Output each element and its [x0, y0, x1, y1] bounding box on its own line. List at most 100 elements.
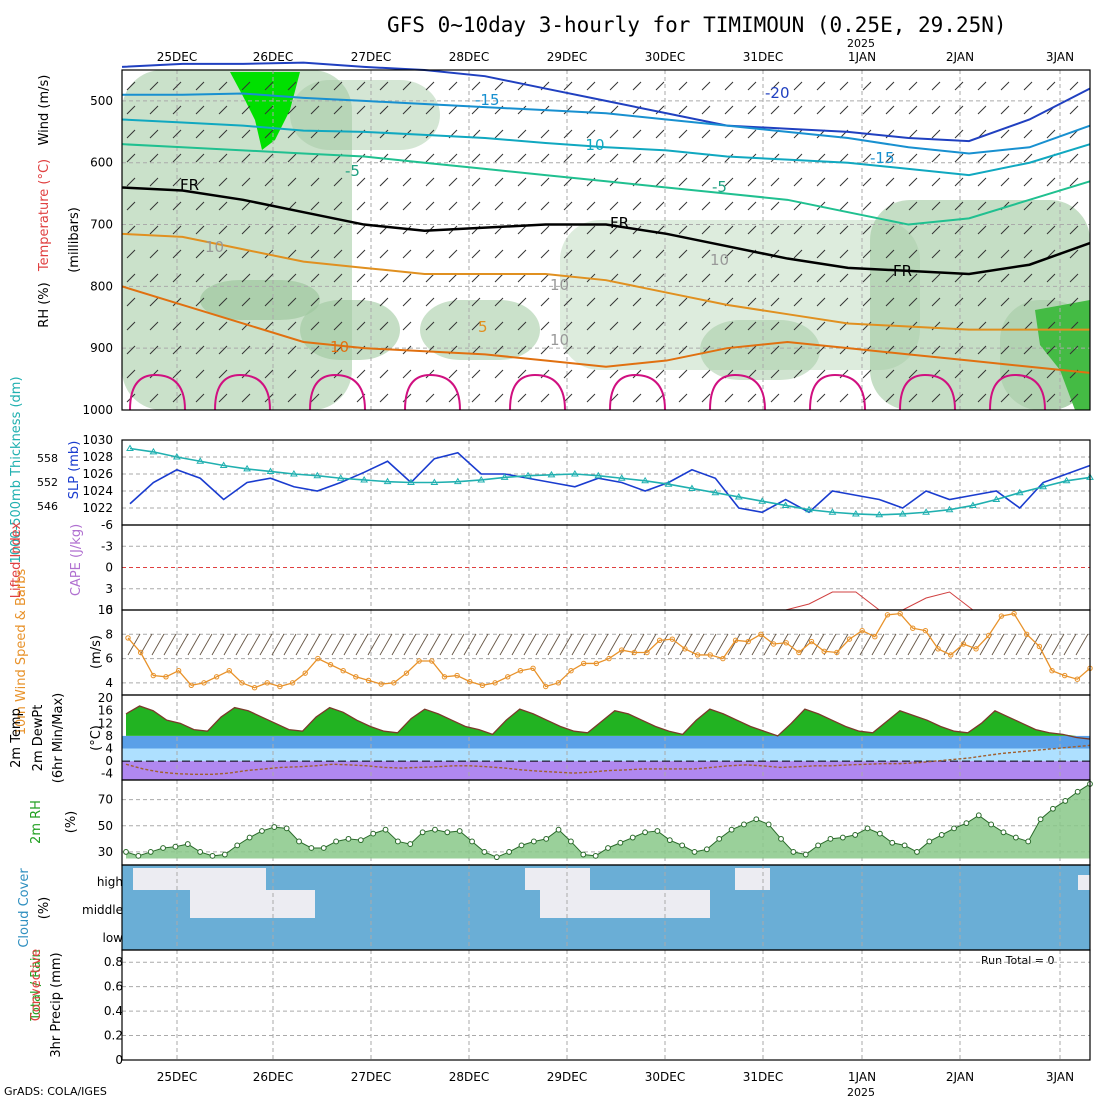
surface-wind-barb — [871, 633, 885, 656]
contour-label: 10 — [330, 338, 349, 356]
temp-tick: 0 — [105, 754, 113, 768]
wind-barb — [149, 81, 159, 91]
thickness-marker — [617, 474, 626, 481]
wind-speed-marker — [365, 677, 372, 684]
surface-wind-barb — [439, 633, 453, 656]
wind-barb — [931, 249, 941, 259]
rh-marker — [172, 843, 179, 850]
wind-speed-marker — [910, 625, 916, 631]
rh-marker — [592, 852, 599, 859]
wind-barb — [471, 345, 481, 355]
wind-barb — [908, 201, 918, 211]
wind-barb — [862, 273, 872, 283]
wind-barb — [747, 129, 757, 139]
wind-barb — [333, 105, 343, 115]
wind-barb — [954, 225, 964, 235]
wind-barb — [195, 81, 205, 91]
wind-barb — [908, 81, 918, 91]
rh-marker — [135, 852, 142, 859]
wind-barb — [494, 369, 504, 379]
wind-barb — [632, 393, 642, 403]
warm-contour-loop — [809, 373, 866, 411]
rh-marker — [481, 849, 488, 855]
thickness-marker — [969, 501, 977, 508]
surface-wind-barb — [307, 633, 321, 656]
wind-speed-marker — [897, 610, 903, 617]
rh-marker — [234, 842, 241, 849]
wind-barb — [172, 201, 182, 211]
surface-wind-barb — [1003, 633, 1017, 656]
wind-speed-marker — [580, 660, 587, 667]
wind-speed-marker — [137, 649, 144, 656]
wind-barb — [724, 105, 734, 115]
wind-barb — [885, 201, 895, 211]
day-tick-top: 30DEC — [645, 50, 685, 64]
day-tick-top: 1JAN — [848, 50, 876, 64]
wind-barb — [632, 369, 642, 379]
wind-barb — [241, 297, 251, 307]
wind-barb — [218, 273, 228, 283]
wind-barb — [586, 321, 596, 331]
wind-barb — [333, 225, 343, 235]
day-tick-bottom: 3JAN — [1046, 1070, 1074, 1084]
wind-barb — [494, 273, 504, 283]
wind-barb — [126, 81, 136, 91]
wind-barb — [931, 177, 941, 187]
wind-barb — [471, 273, 481, 283]
thickness-tick: 558 — [37, 452, 58, 465]
wind-barb — [1023, 345, 1033, 355]
wind-barb — [448, 273, 458, 283]
wind-barb — [287, 129, 297, 139]
wind-barb — [126, 297, 136, 307]
panel-axis-label: RH (%) — [37, 282, 52, 327]
wind-speed-marker — [492, 680, 498, 686]
rh-marker — [914, 849, 920, 855]
panel-axis-label: Lifted Index — [9, 521, 24, 598]
wind-barb — [287, 321, 297, 331]
wind-barb — [379, 393, 389, 403]
wind-barb — [241, 321, 251, 331]
wind-barb — [172, 177, 182, 187]
rh-marker — [209, 852, 216, 859]
wind-barb — [149, 177, 159, 187]
surface-wind-barb — [283, 633, 297, 656]
wind-barb — [839, 225, 849, 235]
wind-barb — [218, 249, 228, 259]
surface-wind-barb — [763, 633, 777, 656]
panel-axis-label: (%) — [37, 897, 52, 920]
thickness-marker — [243, 464, 251, 472]
wind-barb — [678, 225, 688, 235]
wind-barb — [632, 345, 642, 355]
wind-barb — [770, 177, 780, 187]
wind-barb — [816, 105, 826, 115]
wind-barb — [218, 129, 228, 139]
wind-barb — [218, 393, 228, 403]
wind-barb — [126, 369, 136, 379]
thickness-marker — [196, 457, 205, 464]
wind-barb — [149, 225, 159, 235]
wind-barb — [149, 129, 159, 139]
wind-barb — [885, 81, 895, 91]
wind-barb — [149, 369, 159, 379]
contour-label: -10 — [580, 136, 605, 154]
wind-barb — [862, 201, 872, 211]
wind-barb — [931, 297, 941, 307]
panel-axis-label: 1000-500mb Thickness (dm) — [9, 376, 24, 563]
wind-barb — [816, 273, 826, 283]
wind-barb — [678, 129, 688, 139]
wind-speed-marker — [656, 637, 663, 644]
surface-wind-barb — [499, 633, 513, 656]
pressure-tick: 1000 — [82, 403, 113, 417]
wind-barb — [126, 321, 136, 331]
wind-barb — [379, 249, 389, 259]
rh-marker — [444, 829, 451, 836]
wind-barb — [770, 321, 780, 331]
wind-barb — [747, 345, 757, 355]
wind-speed-marker — [1061, 672, 1068, 679]
wind-speed-marker — [694, 652, 701, 658]
wind-barb — [448, 153, 458, 163]
wind-barb — [241, 369, 251, 379]
wind-barb — [1069, 201, 1079, 211]
wind-barb — [149, 393, 159, 403]
wind-speed-marker — [960, 641, 967, 647]
